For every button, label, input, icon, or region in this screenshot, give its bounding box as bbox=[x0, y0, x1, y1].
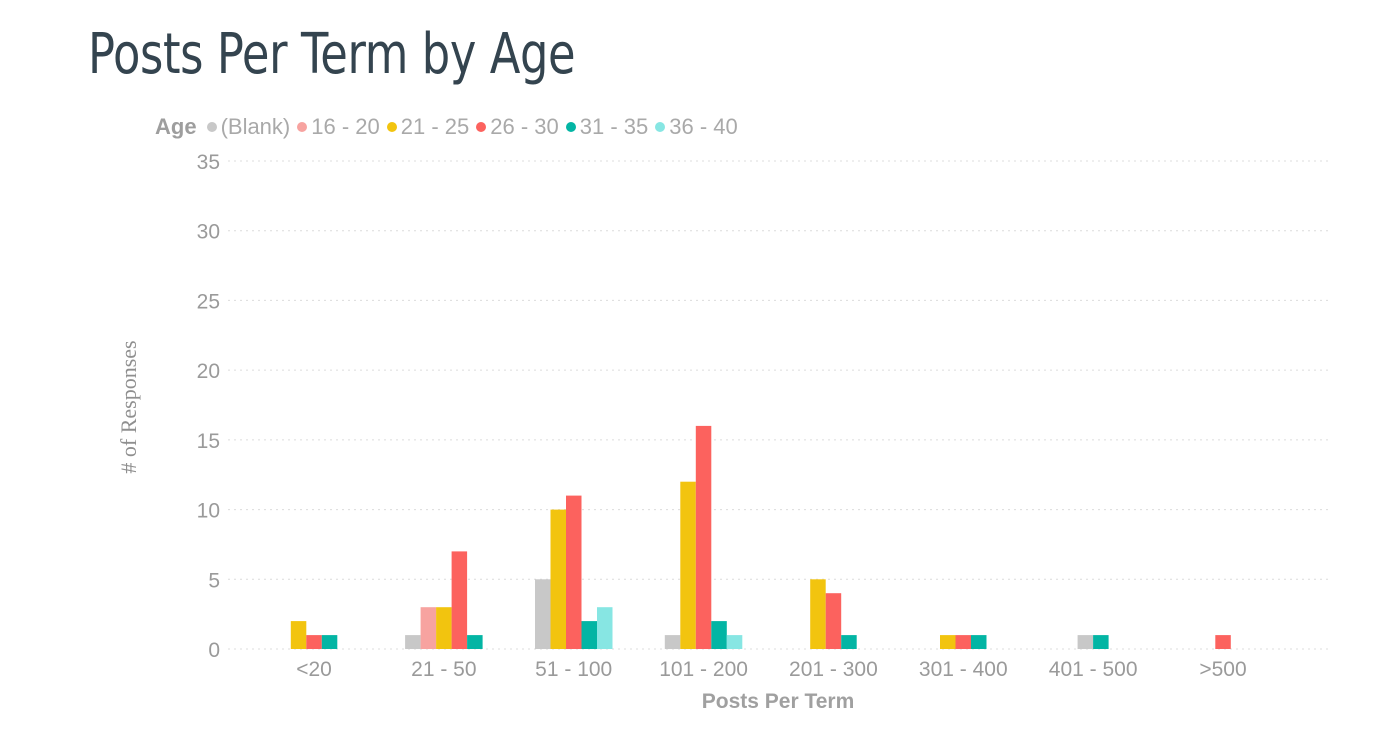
legend-label: 26 - 30 bbox=[490, 114, 559, 139]
bar[interactable] bbox=[1077, 635, 1094, 649]
bar[interactable] bbox=[1215, 635, 1231, 649]
bar[interactable] bbox=[550, 509, 567, 649]
bar[interactable] bbox=[1093, 635, 1109, 649]
legend-label: 31 - 35 bbox=[579, 114, 649, 139]
y-axis-ticks: 0 5 10 15 20 25 30 35 bbox=[197, 151, 220, 662]
legend-marker-icon bbox=[476, 122, 487, 132]
bar[interactable] bbox=[971, 635, 987, 649]
legend-label: (Blank) bbox=[220, 114, 291, 139]
chart-legend: Age (Blank) 16 - 20 21 - 25 26 - 30 31 - 35 3… bbox=[155, 113, 745, 141]
x-tick-label: >500 bbox=[1199, 658, 1246, 681]
legend-marker-icon bbox=[655, 122, 666, 132]
x-tick-label: 101 - 200 bbox=[659, 658, 748, 681]
legend-item[interactable]: (Blank) bbox=[206, 114, 291, 140]
legend-marker-icon bbox=[206, 122, 217, 132]
x-tick-label: 301 - 400 bbox=[919, 658, 1008, 681]
bar[interactable] bbox=[664, 635, 681, 649]
y-tick-label: 30 bbox=[197, 221, 220, 244]
chart-title: Posts Per Term by Age bbox=[88, 22, 576, 87]
legend-item[interactable]: 16 - 20 bbox=[297, 114, 380, 140]
bar[interactable] bbox=[940, 635, 956, 649]
legend-item[interactable]: 21 - 25 bbox=[386, 114, 470, 140]
bar[interactable] bbox=[726, 635, 743, 649]
bar[interactable] bbox=[581, 621, 598, 649]
bar[interactable] bbox=[535, 579, 551, 649]
bar[interactable] bbox=[321, 635, 338, 649]
legend-item[interactable]: 36 - 40 bbox=[655, 114, 738, 140]
legend-label: 21 - 25 bbox=[400, 114, 470, 139]
legend-item[interactable]: 31 - 35 bbox=[565, 114, 649, 140]
y-tick-label: 20 bbox=[197, 360, 220, 383]
bar[interactable] bbox=[566, 495, 582, 649]
y-tick-label: 10 bbox=[197, 500, 220, 523]
legend-marker-icon bbox=[565, 122, 576, 132]
y-tick-label: 15 bbox=[197, 430, 220, 453]
y-axis-title: # of Responses bbox=[116, 340, 141, 473]
x-axis-title: Posts Per Term bbox=[702, 690, 855, 713]
bar[interactable] bbox=[810, 579, 826, 649]
bar[interactable] bbox=[841, 635, 857, 649]
legend-label: 16 - 20 bbox=[311, 114, 380, 139]
bar[interactable] bbox=[711, 621, 727, 649]
x-tick-label: 201 - 300 bbox=[789, 658, 878, 681]
bar[interactable] bbox=[290, 621, 307, 649]
legend-marker-icon bbox=[386, 122, 397, 132]
y-tick-label: 5 bbox=[208, 569, 220, 592]
x-tick-label: 21 - 50 bbox=[411, 658, 476, 681]
bar[interactable] bbox=[955, 635, 972, 649]
x-tick-label: 401 - 500 bbox=[1049, 658, 1138, 681]
grid-lines bbox=[228, 160, 1328, 650]
y-tick-label: 25 bbox=[197, 290, 220, 313]
bar[interactable] bbox=[420, 607, 437, 649]
y-tick-label: 0 bbox=[208, 639, 220, 662]
x-tick-label: <20 bbox=[296, 658, 332, 681]
x-tick-label: 51 - 100 bbox=[535, 658, 612, 681]
bar[interactable] bbox=[825, 593, 842, 649]
bar[interactable] bbox=[467, 635, 483, 649]
bars bbox=[290, 425, 1231, 649]
bar[interactable] bbox=[405, 635, 421, 649]
bar[interactable] bbox=[436, 607, 452, 649]
legend-item[interactable]: 26 - 30 bbox=[476, 114, 559, 140]
bar[interactable] bbox=[597, 607, 613, 649]
legend-label: 36 - 40 bbox=[669, 114, 738, 139]
x-axis-ticks: <20 21 - 50 51 - 100 101 - 200 201 - 300 301 … bbox=[296, 658, 1246, 681]
bar[interactable] bbox=[695, 425, 712, 649]
legend-title: Age bbox=[155, 114, 197, 139]
legend-marker-icon bbox=[297, 122, 308, 132]
bar[interactable] bbox=[680, 481, 696, 649]
bar[interactable] bbox=[306, 635, 322, 649]
bar[interactable] bbox=[451, 551, 468, 649]
y-tick-label: 35 bbox=[197, 151, 220, 174]
